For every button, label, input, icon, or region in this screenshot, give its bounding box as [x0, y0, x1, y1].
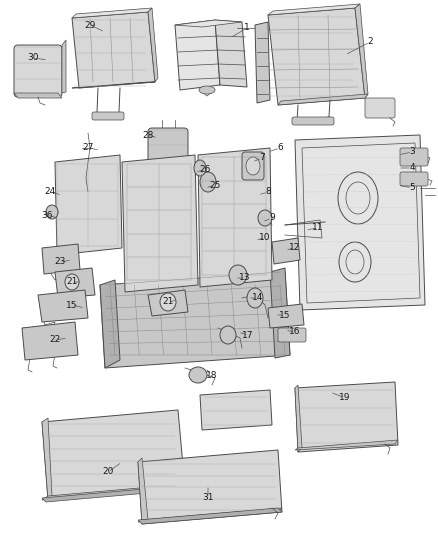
Text: 11: 11	[312, 223, 324, 232]
Text: 9: 9	[269, 214, 275, 222]
Ellipse shape	[160, 293, 176, 311]
Ellipse shape	[247, 288, 263, 308]
Text: 6: 6	[277, 143, 283, 152]
Ellipse shape	[229, 265, 247, 285]
Polygon shape	[55, 155, 122, 255]
Polygon shape	[255, 22, 270, 103]
Polygon shape	[138, 450, 282, 524]
Polygon shape	[148, 8, 158, 82]
FancyBboxPatch shape	[400, 148, 428, 166]
Polygon shape	[272, 238, 300, 264]
FancyBboxPatch shape	[92, 112, 124, 120]
Polygon shape	[270, 268, 290, 358]
Text: 15: 15	[279, 311, 291, 319]
Polygon shape	[42, 244, 80, 274]
Text: 2: 2	[367, 37, 373, 46]
Ellipse shape	[338, 172, 378, 224]
Text: 21: 21	[162, 297, 174, 306]
Polygon shape	[295, 135, 425, 310]
Ellipse shape	[194, 160, 206, 176]
Text: 13: 13	[239, 273, 251, 282]
Text: 27: 27	[82, 143, 94, 152]
Text: 4: 4	[409, 164, 415, 173]
Polygon shape	[42, 410, 185, 500]
Text: 18: 18	[206, 370, 218, 379]
Ellipse shape	[200, 172, 216, 192]
Text: 8: 8	[265, 188, 271, 197]
Polygon shape	[355, 4, 368, 98]
Polygon shape	[55, 268, 95, 298]
Text: 22: 22	[49, 335, 60, 344]
Polygon shape	[200, 390, 272, 430]
FancyBboxPatch shape	[14, 45, 62, 97]
Polygon shape	[295, 382, 398, 452]
Text: 21: 21	[66, 278, 78, 287]
Polygon shape	[268, 304, 304, 328]
Polygon shape	[100, 280, 120, 368]
Polygon shape	[138, 508, 282, 522]
Text: 10: 10	[259, 233, 271, 243]
Text: 29: 29	[84, 20, 95, 29]
FancyBboxPatch shape	[148, 128, 188, 176]
Text: 1: 1	[244, 23, 250, 33]
Polygon shape	[268, 8, 365, 105]
Ellipse shape	[258, 210, 272, 226]
Polygon shape	[295, 385, 302, 452]
Polygon shape	[138, 458, 148, 524]
Ellipse shape	[46, 205, 58, 219]
Polygon shape	[62, 40, 66, 93]
Polygon shape	[148, 176, 192, 180]
Text: 36: 36	[41, 211, 53, 220]
Text: 15: 15	[66, 301, 78, 310]
Ellipse shape	[339, 242, 371, 282]
Text: 26: 26	[199, 166, 211, 174]
Ellipse shape	[246, 157, 260, 175]
Text: 25: 25	[209, 181, 221, 190]
Text: 3: 3	[409, 148, 415, 157]
Polygon shape	[72, 8, 152, 18]
Ellipse shape	[199, 86, 215, 94]
FancyBboxPatch shape	[242, 152, 264, 180]
Polygon shape	[14, 93, 62, 98]
Ellipse shape	[220, 326, 236, 344]
Polygon shape	[100, 272, 290, 368]
Text: 23: 23	[54, 257, 66, 266]
Polygon shape	[72, 12, 155, 88]
Polygon shape	[42, 484, 185, 500]
Text: 24: 24	[44, 188, 56, 197]
Polygon shape	[175, 20, 242, 27]
Ellipse shape	[189, 367, 207, 383]
Text: 20: 20	[102, 467, 114, 477]
Text: 31: 31	[202, 494, 214, 503]
Text: 16: 16	[289, 327, 301, 336]
Text: 30: 30	[27, 53, 39, 62]
Polygon shape	[295, 440, 398, 450]
Polygon shape	[148, 290, 188, 316]
Text: 19: 19	[339, 393, 351, 402]
FancyBboxPatch shape	[278, 328, 306, 342]
Polygon shape	[42, 486, 182, 502]
Polygon shape	[268, 4, 360, 15]
Text: 7: 7	[259, 154, 265, 163]
Polygon shape	[198, 148, 272, 287]
Polygon shape	[215, 20, 247, 87]
Polygon shape	[22, 322, 78, 360]
Text: 14: 14	[252, 294, 264, 303]
Text: 12: 12	[290, 244, 301, 253]
Ellipse shape	[65, 274, 79, 290]
Polygon shape	[175, 20, 220, 90]
Text: 17: 17	[242, 330, 254, 340]
FancyBboxPatch shape	[365, 98, 395, 118]
Polygon shape	[138, 508, 282, 524]
Polygon shape	[42, 418, 52, 500]
Polygon shape	[38, 290, 88, 322]
Text: 28: 28	[142, 131, 154, 140]
Polygon shape	[278, 94, 368, 105]
Polygon shape	[122, 155, 198, 292]
Polygon shape	[72, 82, 155, 88]
Text: 5: 5	[409, 183, 415, 192]
FancyBboxPatch shape	[400, 172, 428, 186]
FancyBboxPatch shape	[292, 117, 334, 125]
